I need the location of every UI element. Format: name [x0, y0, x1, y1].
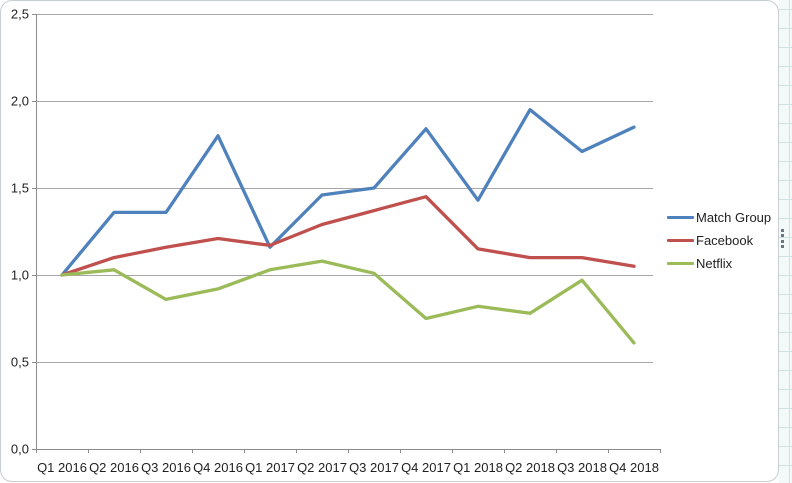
y-axis-label: 2,0	[11, 94, 29, 109]
x-axis-label: Q2 2017	[297, 460, 347, 475]
x-axis-label: Q1 2017	[245, 460, 295, 475]
x-axis-label: Q1 2016	[37, 460, 87, 475]
axes	[36, 14, 660, 450]
axis-labels: 0,00,51,01,52,02,5Q1 2016 Q2 2016 Q3 2016 Q…	[11, 7, 659, 476]
y-axis-label: 1,0	[11, 268, 29, 283]
x-axis-label: Q3 2016	[141, 460, 191, 475]
y-axis-label: 2,5	[11, 7, 29, 22]
legend-label: Facebook	[696, 233, 754, 248]
grip-dot	[781, 234, 784, 238]
chart-resize-handle-right[interactable]	[780, 229, 785, 248]
legend-label: Netflix	[696, 256, 733, 271]
legend-label: Match Group	[696, 210, 772, 225]
grip-dot	[781, 229, 784, 232]
y-axis-label: 1,5	[11, 181, 29, 196]
x-axis-label: Q4 2018	[609, 460, 659, 475]
y-axis-label: 0,5	[11, 355, 29, 370]
x-axis-label: Q4 2017	[401, 460, 451, 475]
gridlines	[36, 14, 653, 363]
series-line-match-group[interactable]	[60, 108, 636, 277]
x-axis-label: Q1 2018	[453, 460, 503, 475]
line-chart: 0,00,51,01,52,02,5Q1 2016 Q2 2016 Q3 2016 Q…	[11, 7, 661, 476]
grip-dot	[781, 244, 784, 248]
worksheet-column-gridline	[789, 0, 790, 483]
series-line-facebook[interactable]	[60, 195, 636, 277]
legend-line-marker-facebook	[667, 239, 694, 242]
grip-dot	[781, 239, 784, 243]
legend-item-match-group[interactable]: Match Group	[667, 206, 771, 229]
legend-item-facebook[interactable]: Facebook	[667, 229, 771, 252]
series-lines	[60, 108, 636, 345]
series-line-netflix[interactable]	[60, 259, 636, 345]
legend-item-netflix[interactable]: Netflix	[667, 252, 771, 275]
x-axis-label: Q3 2017	[349, 460, 399, 475]
axis-ticks	[32, 14, 661, 453]
legend-line-marker-match-group	[667, 216, 694, 219]
chart-legend: Match Group Facebook Netflix	[667, 206, 771, 275]
y-axis-label: 0,0	[11, 442, 29, 457]
x-axis-label: Q4 2016	[193, 460, 243, 475]
x-axis-label: Q3 2018	[557, 460, 607, 475]
worksheet-cells-strip[interactable]	[779, 0, 792, 483]
legend-line-marker-netflix	[667, 262, 694, 265]
x-axis-label: Q2 2016	[89, 460, 139, 475]
x-axis-label: Q2 2018	[505, 460, 555, 475]
